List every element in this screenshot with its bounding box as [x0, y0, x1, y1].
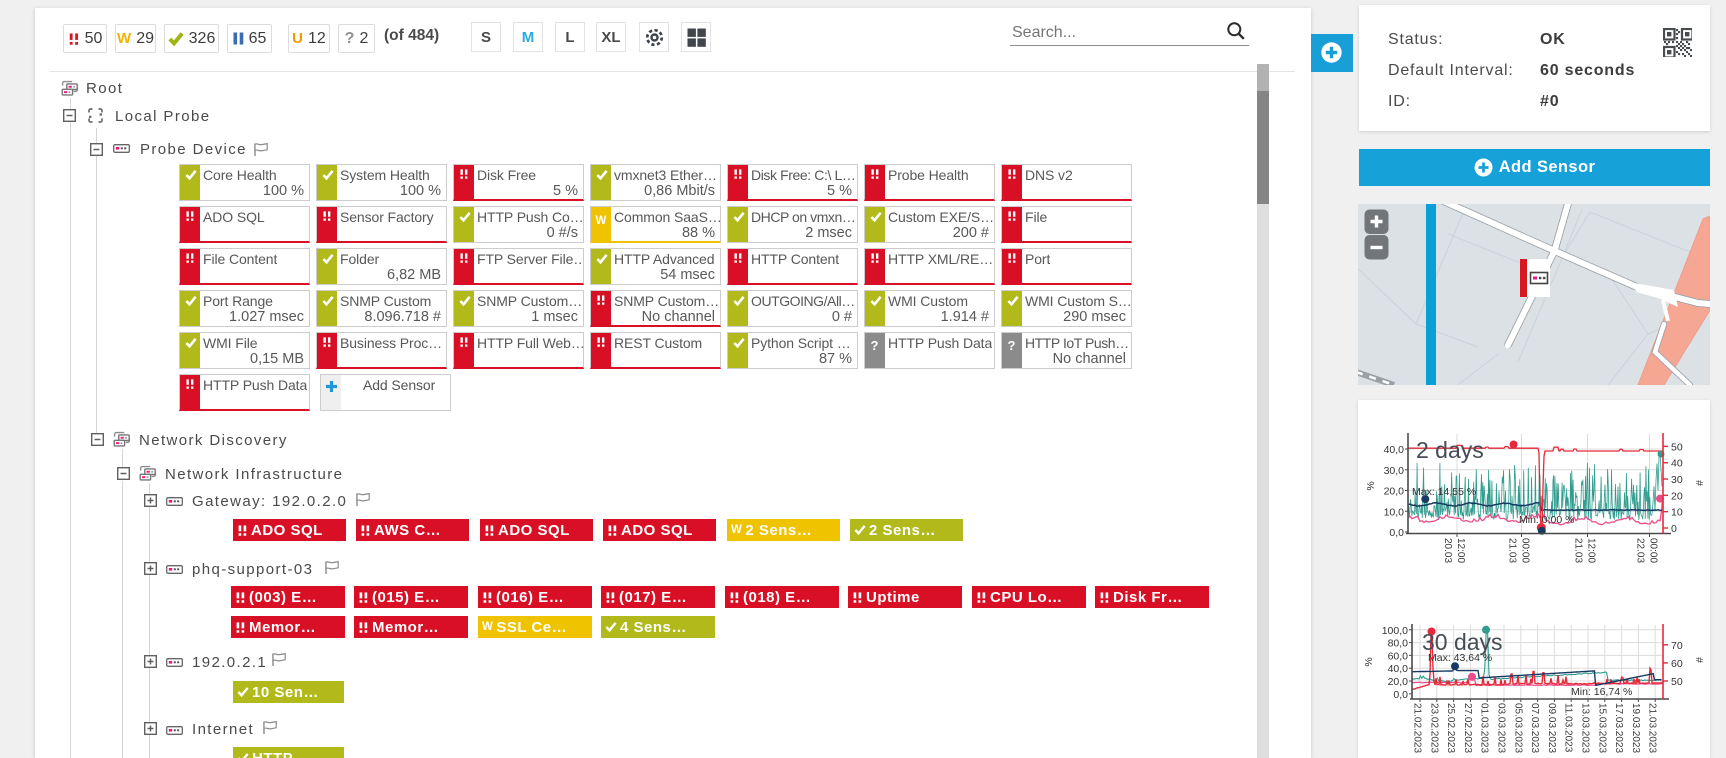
svg-text:09.03.2023: 09.03.2023: [1546, 703, 1557, 753]
svg-text:0,0: 0,0: [1389, 527, 1404, 539]
svg-text:Min: 16,74 %: Min: 16,74 %: [1571, 686, 1632, 698]
svg-text:21.02.2023: 21.02.2023: [1412, 703, 1423, 753]
svg-text:19.03.2023: 19.03.2023: [1630, 703, 1641, 753]
svg-text:0: 0: [1671, 523, 1677, 535]
svg-text:100,0: 100,0: [1382, 625, 1408, 637]
svg-text:00:00: 00:00: [1520, 538, 1531, 563]
svg-text:11.03.2023: 11.03.2023: [1563, 703, 1574, 753]
svg-text:15.03.2023: 15.03.2023: [1596, 703, 1607, 753]
svg-text:20.03: 20.03: [1442, 538, 1453, 563]
svg-text:40,0: 40,0: [1388, 663, 1409, 675]
svg-text:40: 40: [1671, 458, 1683, 470]
svg-text:70: 70: [1671, 640, 1683, 652]
svg-text:12:00: 12:00: [1586, 538, 1597, 563]
svg-text:%: %: [1365, 481, 1377, 490]
svg-text:0,0: 0,0: [1393, 689, 1408, 701]
svg-text:25.02.2023: 25.02.2023: [1445, 703, 1456, 753]
svg-text:20: 20: [1671, 490, 1683, 502]
svg-text:07.03.2023: 07.03.2023: [1529, 703, 1540, 753]
svg-text:60: 60: [1671, 658, 1683, 670]
svg-text:00:00: 00:00: [1648, 538, 1659, 563]
svg-text:27.02.2023: 27.02.2023: [1462, 703, 1473, 753]
svg-text:21.03: 21.03: [1507, 538, 1518, 563]
svg-text:30: 30: [1671, 474, 1683, 486]
svg-text:%: %: [1363, 657, 1375, 666]
svg-text:50: 50: [1671, 441, 1683, 453]
svg-text:Max: 43,64 %: Max: 43,64 %: [1428, 652, 1492, 664]
svg-text:Min: 0,00 %: Min: 0,00 %: [1519, 514, 1574, 526]
svg-text:#: #: [1693, 480, 1705, 486]
svg-text:01.03.2023: 01.03.2023: [1479, 703, 1490, 753]
svg-text:30 days: 30 days: [1422, 629, 1503, 655]
svg-text:20,0: 20,0: [1384, 486, 1405, 498]
svg-text:21.03.2023: 21.03.2023: [1647, 703, 1658, 753]
svg-text:2 days: 2 days: [1416, 437, 1484, 463]
svg-text:21.03: 21.03: [1573, 538, 1584, 563]
svg-text:05.03.2023: 05.03.2023: [1512, 703, 1523, 753]
svg-text:10: 10: [1671, 507, 1683, 519]
svg-text:50: 50: [1671, 676, 1683, 688]
svg-text:30,0: 30,0: [1384, 465, 1405, 477]
svg-text:60,0: 60,0: [1388, 650, 1409, 662]
svg-text:17.03.2023: 17.03.2023: [1613, 703, 1624, 753]
svg-text:03.03.2023: 03.03.2023: [1496, 703, 1507, 753]
svg-text:80,0: 80,0: [1388, 638, 1409, 650]
svg-text:20,0: 20,0: [1388, 676, 1409, 688]
svg-text:22.03: 22.03: [1635, 538, 1646, 563]
svg-text:12:00: 12:00: [1455, 538, 1466, 563]
svg-text:23.02.2023: 23.02.2023: [1428, 703, 1439, 753]
svg-text:#: #: [1693, 657, 1705, 663]
svg-text:Max: 14,55 %: Max: 14,55 %: [1412, 486, 1476, 498]
svg-text:13.03.2023: 13.03.2023: [1580, 703, 1591, 753]
svg-text:10,0: 10,0: [1384, 506, 1405, 518]
svg-text:40,0: 40,0: [1384, 444, 1405, 456]
